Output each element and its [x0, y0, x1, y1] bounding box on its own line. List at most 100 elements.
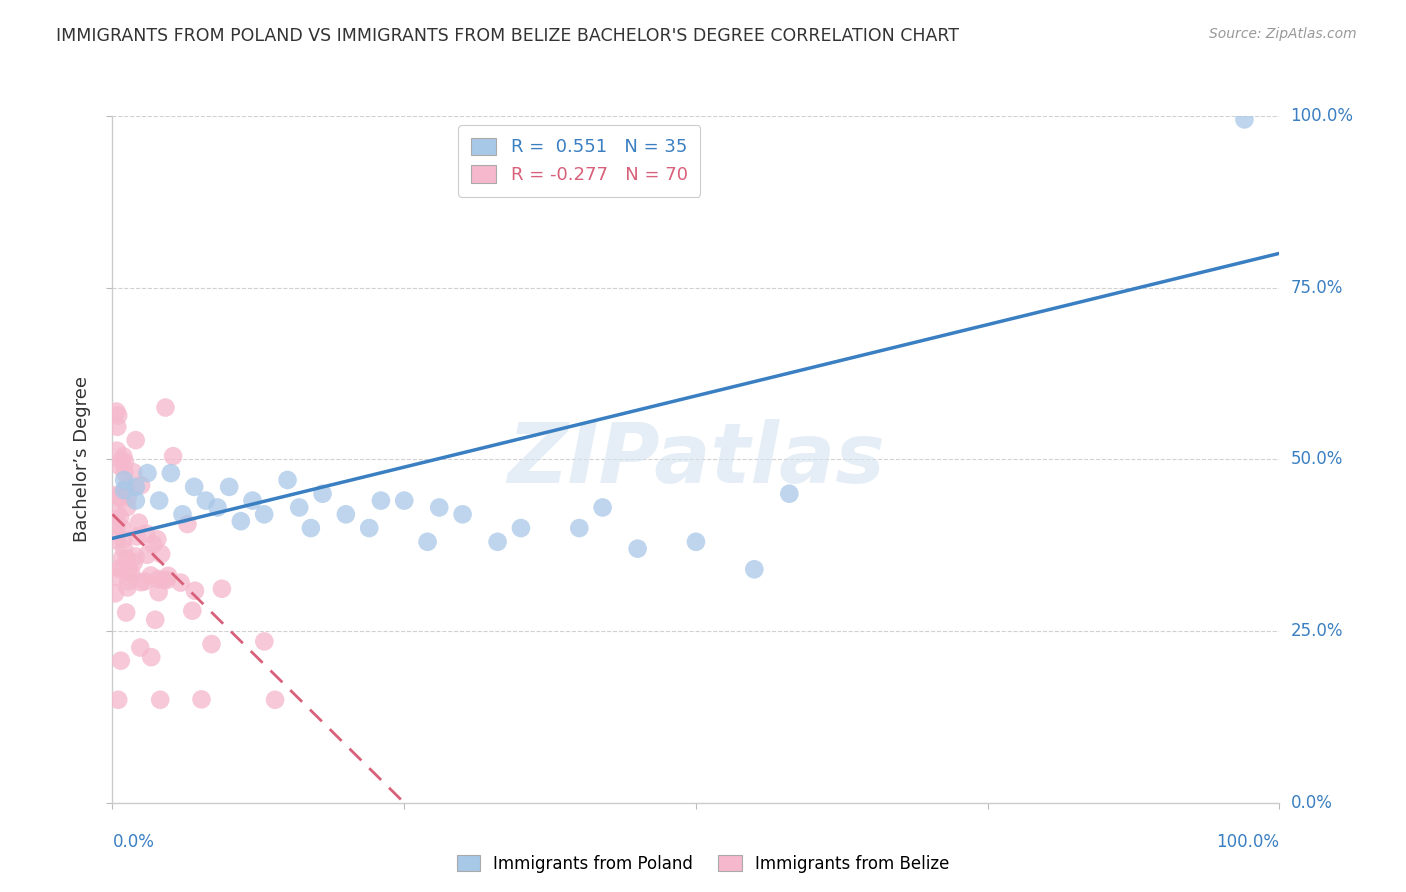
Point [112, 541, 135, 556]
Point [451, 508, 474, 522]
Point [105, 533, 128, 548]
Point [108, 458, 131, 473]
Point [105, 517, 128, 532]
Point [112, 483, 135, 498]
Point [115, 481, 138, 495]
Text: 100.0%: 100.0% [1216, 833, 1279, 851]
Point [148, 585, 170, 599]
Point [111, 551, 134, 566]
Point [104, 488, 127, 502]
Point [110, 561, 132, 575]
Y-axis label: Bachelor’s Degree: Bachelor’s Degree [73, 376, 91, 542]
Point [299, 521, 322, 535]
Point [416, 534, 439, 549]
Point [148, 493, 170, 508]
Point [118, 562, 141, 576]
Point [253, 634, 276, 648]
Point [112, 473, 135, 487]
Text: 25.0%: 25.0% [1291, 622, 1343, 640]
Point [112, 533, 135, 547]
Point [120, 566, 142, 580]
Point [107, 692, 129, 706]
Legend: R =  0.551   N = 35, R = -0.277   N = 70: R = 0.551 N = 35, R = -0.277 N = 70 [458, 125, 700, 197]
Point [184, 583, 207, 598]
Point [125, 529, 148, 543]
Point [115, 500, 138, 515]
Point [150, 547, 173, 561]
Point [264, 692, 287, 706]
Point [139, 568, 162, 582]
Point [108, 562, 131, 576]
Point [207, 500, 229, 515]
Text: ZIPatlas: ZIPatlas [508, 419, 884, 500]
Point [229, 514, 252, 528]
Point [136, 466, 159, 480]
Point [122, 465, 145, 479]
Point [253, 508, 276, 522]
Point [108, 491, 131, 506]
Point [176, 517, 198, 532]
Point [335, 508, 357, 522]
Point [122, 555, 145, 569]
Point [288, 500, 311, 515]
Point [115, 606, 138, 620]
Point [143, 613, 166, 627]
Point [105, 570, 128, 584]
Point [105, 420, 128, 434]
Point [276, 473, 298, 487]
Point [114, 455, 136, 469]
Point [128, 516, 150, 530]
Point [110, 654, 132, 668]
Point [146, 572, 169, 586]
Point [211, 582, 233, 596]
Point [778, 487, 800, 501]
Point [117, 574, 139, 589]
Point [370, 493, 392, 508]
Text: 75.0%: 75.0% [1291, 278, 1343, 297]
Point [486, 534, 509, 549]
Point [112, 450, 135, 464]
Point [105, 507, 128, 521]
Point [105, 404, 128, 418]
Point [311, 487, 333, 501]
Point [509, 521, 531, 535]
Point [194, 493, 217, 508]
Text: 100.0%: 100.0% [1291, 107, 1354, 125]
Point [107, 490, 129, 504]
Point [136, 548, 159, 562]
Point [117, 581, 139, 595]
Point [242, 493, 264, 508]
Point [135, 526, 157, 541]
Point [218, 480, 240, 494]
Legend: Immigrants from Poland, Immigrants from Belize: Immigrants from Poland, Immigrants from … [450, 848, 956, 880]
Point [157, 569, 180, 583]
Point [156, 573, 179, 587]
Point [170, 575, 193, 590]
Text: 0.0%: 0.0% [112, 833, 155, 851]
Point [134, 574, 156, 589]
Text: Source: ZipAtlas.com: Source: ZipAtlas.com [1209, 27, 1357, 41]
Point [111, 454, 134, 468]
Point [124, 549, 146, 564]
Point [685, 534, 707, 549]
Point [190, 692, 212, 706]
Point [104, 586, 127, 600]
Text: 50.0%: 50.0% [1291, 450, 1343, 468]
Point [107, 409, 129, 423]
Point [183, 480, 205, 494]
Point [129, 478, 152, 492]
Point [108, 510, 131, 524]
Point [152, 573, 174, 587]
Point [394, 493, 416, 508]
Point [114, 466, 136, 480]
Point [200, 637, 222, 651]
Point [117, 491, 139, 505]
Point [744, 562, 766, 576]
Point [160, 466, 183, 480]
Point [142, 537, 165, 551]
Point [105, 443, 128, 458]
Point [162, 449, 184, 463]
Point [427, 500, 450, 515]
Text: IMMIGRANTS FROM POLAND VS IMMIGRANTS FROM BELIZE BACHELOR'S DEGREE CORRELATION C: IMMIGRANTS FROM POLAND VS IMMIGRANTS FRO… [56, 27, 959, 45]
Point [592, 500, 614, 515]
